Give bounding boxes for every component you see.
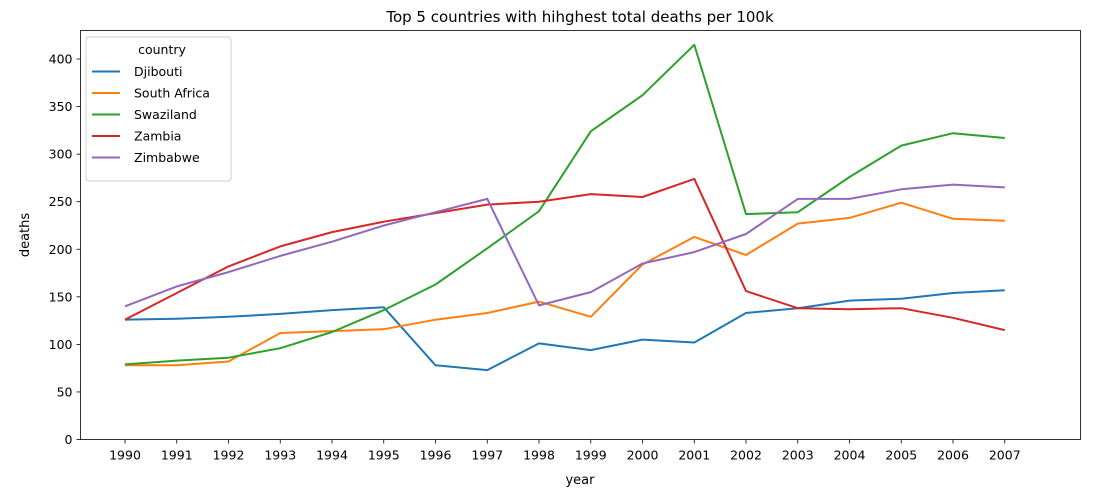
y-tick-label: 200 xyxy=(49,242,73,257)
plot-area-frame xyxy=(80,30,1081,440)
y-tick-label: 100 xyxy=(49,337,73,352)
chart-title: Top 5 countries with hihghest total deat… xyxy=(385,8,774,26)
y-axis-label: deaths xyxy=(18,213,33,258)
x-tick-label: 2007 xyxy=(989,448,1021,463)
y-tick-label: 400 xyxy=(49,52,73,67)
x-tick-label: 2005 xyxy=(885,448,917,463)
legend-label: South Africa xyxy=(134,86,210,101)
y-tick-label: 0 xyxy=(65,432,73,447)
y-tick-label: 300 xyxy=(49,147,73,162)
x-tick-label: 2003 xyxy=(782,448,814,463)
legend-box xyxy=(85,36,232,182)
y-tick-label: 50 xyxy=(57,384,73,399)
y-tick-label: 150 xyxy=(49,289,73,304)
x-axis: 1990 1991 1992 1993 1994 1995 1996 1997 1998 1999… xyxy=(109,439,1021,463)
y-tick-label: 250 xyxy=(49,194,73,209)
x-axis-label: year xyxy=(565,473,595,488)
series-line-zambia xyxy=(124,177,1006,332)
x-tick-label: 2006 xyxy=(937,448,969,463)
legend-label: Zambia xyxy=(134,129,181,144)
x-tick-label: 1997 xyxy=(471,448,503,463)
x-tick-label: 1990 xyxy=(109,448,141,463)
y-axis: 0 50 100 150 200 250 300 350 400 xyxy=(49,52,81,447)
x-tick-label: 2004 xyxy=(834,448,866,463)
x-tick-label: 1998 xyxy=(523,448,555,463)
series-line-zimbabwe xyxy=(124,183,1005,308)
legend-title: country xyxy=(138,42,186,57)
legend-label: Zimbabwe xyxy=(134,150,200,165)
y-tick-label: 350 xyxy=(49,99,73,114)
series-line-swaziland xyxy=(124,43,1005,366)
x-tick-label: 1995 xyxy=(368,448,400,463)
x-tick-label: 1996 xyxy=(420,448,452,463)
series-line-djibouti xyxy=(124,289,1005,372)
x-tick-label: 2001 xyxy=(678,448,710,463)
series-line-south-africa xyxy=(125,201,1005,367)
legend: country Djibouti South Africa Swaziland Zam… xyxy=(85,36,232,182)
x-tick-label: 1994 xyxy=(316,448,348,463)
x-tick-label: 1991 xyxy=(161,448,193,463)
legend-label: Djibouti xyxy=(134,64,182,79)
legend-items: Djibouti South Africa Swaziland Zambia Zimba… xyxy=(92,64,210,165)
x-tick-label: 1993 xyxy=(264,448,296,463)
plot-lines xyxy=(124,43,1006,372)
legend-label: Swaziland xyxy=(134,107,197,122)
x-tick-label: 2000 xyxy=(627,448,659,463)
x-tick-label: 1999 xyxy=(575,448,607,463)
x-tick-label: 1992 xyxy=(213,448,245,463)
x-tick-label: 2002 xyxy=(730,448,762,463)
